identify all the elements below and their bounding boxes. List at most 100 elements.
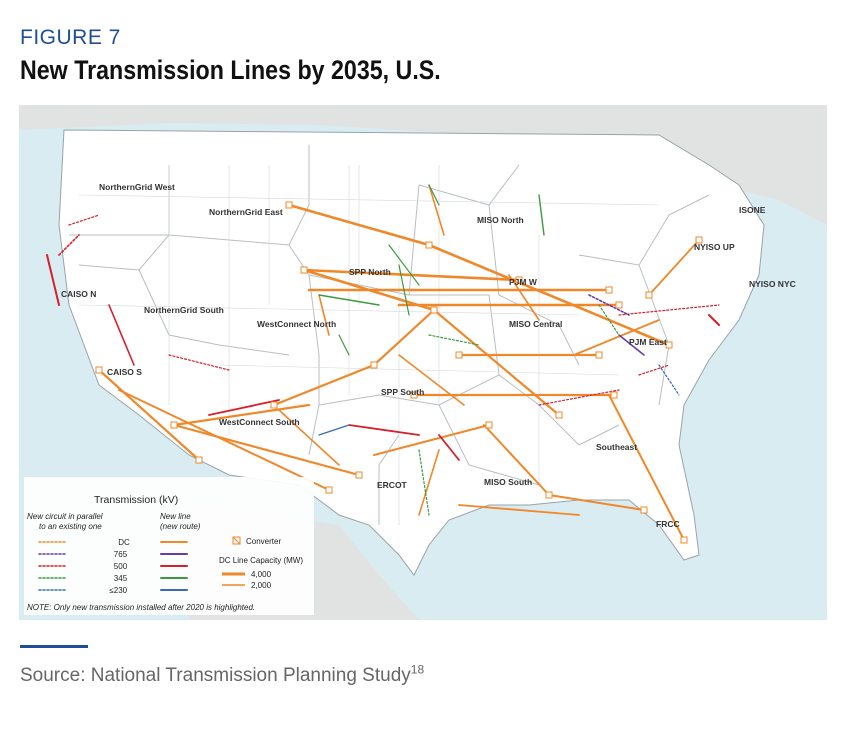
region-label-caiso-n: CAISO N: [61, 289, 96, 299]
region-label-spp-south: SPP South: [381, 387, 424, 397]
ac-line: [428, 184, 440, 206]
ac-line: [538, 194, 545, 236]
region-label-westconnect-south: WestConnect South: [219, 417, 300, 427]
region-label-nyiso-up: NYISO UP: [694, 242, 735, 252]
legend-row-label: DC: [118, 538, 130, 547]
dc-line: [427, 243, 671, 347]
region-labels: NorthernGrid West NorthernGrid East Nort…: [61, 182, 796, 529]
region-label-miso-central: MISO Central: [509, 319, 562, 329]
region-label-frcc: FRCC: [656, 519, 680, 529]
converter-layer: [95, 201, 703, 544]
legend-row-label: ≤230: [109, 586, 127, 595]
legend-row-label: 765: [114, 550, 128, 559]
ac-line: [438, 434, 460, 461]
converter-marker: [615, 301, 623, 309]
map-legend: Transmission (kV) New circuit in paralle…: [24, 477, 314, 615]
legend-converter: Converter: [246, 537, 281, 546]
ac-line: [318, 294, 380, 306]
converter-marker: [640, 506, 648, 514]
region-label-northerngrid-east: NorthernGrid East: [209, 207, 283, 217]
dc-line: [398, 354, 465, 406]
converter-marker: [695, 236, 703, 244]
ac-line: [598, 304, 620, 336]
dc-line: [118, 389, 330, 491]
legend-converter-icon: [232, 536, 241, 545]
converter-marker: [605, 286, 613, 294]
dc-line: [318, 294, 330, 336]
ac-line: [58, 234, 80, 256]
dc-line: [172, 423, 361, 477]
converter-marker: [425, 241, 433, 249]
converter-marker: [555, 411, 563, 419]
ac-line: [348, 424, 420, 436]
converter-marker: [680, 536, 688, 544]
legend-row-label: 500: [114, 562, 128, 571]
dc-line: [373, 424, 490, 456]
dc-line: [548, 494, 645, 511]
legend-dc-4000: 4,000: [251, 570, 272, 579]
converter-marker: [515, 276, 523, 284]
region-label-pjm-east: PJM East: [629, 337, 667, 347]
figure-label: FIGURE 7: [20, 26, 121, 49]
ac-line: [388, 244, 420, 286]
region-label-miso-south: MISO South: [484, 477, 532, 487]
dc-line: [97, 368, 201, 462]
ac-line: [538, 389, 620, 406]
converter-marker: [270, 401, 278, 409]
region-label-miso-north: MISO North: [477, 215, 524, 225]
ac-line: [618, 304, 720, 316]
region-label-pjm-w: PJM W: [509, 277, 538, 287]
ac-line: [168, 354, 230, 371]
ac-line: [46, 254, 60, 306]
region-label-caiso-s: CAISO S: [107, 367, 142, 377]
converter-marker: [195, 456, 203, 464]
dc-line: [428, 184, 445, 236]
legend-dc-capacity-title: DC Line Capacity (MW): [219, 556, 303, 565]
source-text: Source: National Transmission Planning S…: [20, 665, 411, 686]
ac-line: [588, 294, 630, 316]
dc-line: [608, 394, 685, 541]
dc-line: [573, 319, 660, 356]
converter-marker: [370, 361, 378, 369]
dc-line: [648, 239, 700, 296]
dc-line: [272, 363, 376, 407]
legend-col-new-2: (new route): [160, 522, 201, 531]
converter-marker: [300, 266, 308, 274]
region-label-westconnect-north: WestConnect North: [257, 319, 336, 329]
region-label-isone: ISONE: [739, 205, 766, 215]
converter-marker: [355, 471, 363, 479]
source-divider: [20, 645, 88, 648]
dc-line: [287, 203, 431, 247]
dc-line: [458, 504, 580, 516]
region-label-northerngrid-west: NorthernGrid West: [99, 182, 175, 192]
converter-marker: [455, 351, 463, 359]
converter-marker: [645, 291, 653, 299]
region-label-spp-north: SPP North: [349, 267, 391, 277]
ac-line: [68, 214, 100, 226]
dc-line: [432, 308, 561, 417]
ac-line: [638, 364, 670, 376]
legend-col-new: New line: [160, 512, 191, 521]
figure-title: New Transmission Lines by 2035, U.S.: [20, 55, 441, 85]
ac-line: [318, 424, 350, 436]
ac-lines-layer: [46, 184, 720, 516]
ac-line: [208, 399, 280, 416]
dc-line: [278, 409, 340, 466]
converter-marker: [285, 201, 293, 209]
legend-dc-2000: 2,000: [251, 581, 272, 590]
ac-line: [658, 364, 680, 396]
converter-marker: [595, 351, 603, 359]
converter-marker: [430, 306, 438, 314]
ac-line: [108, 304, 135, 366]
ac-line: [708, 314, 720, 326]
converter-marker: [410, 391, 418, 399]
converter-marker: [665, 341, 673, 349]
dc-line: [483, 424, 550, 496]
dc-line: [508, 274, 540, 321]
converter-marker: [95, 366, 103, 374]
ac-line: [418, 449, 430, 516]
converter-marker: [170, 421, 178, 429]
legend-rows: DC 765 500 345 ≤230: [38, 538, 188, 595]
ac-line: [618, 334, 645, 356]
map-svg: NorthernGrid West NorthernGrid East Nort…: [19, 105, 827, 620]
